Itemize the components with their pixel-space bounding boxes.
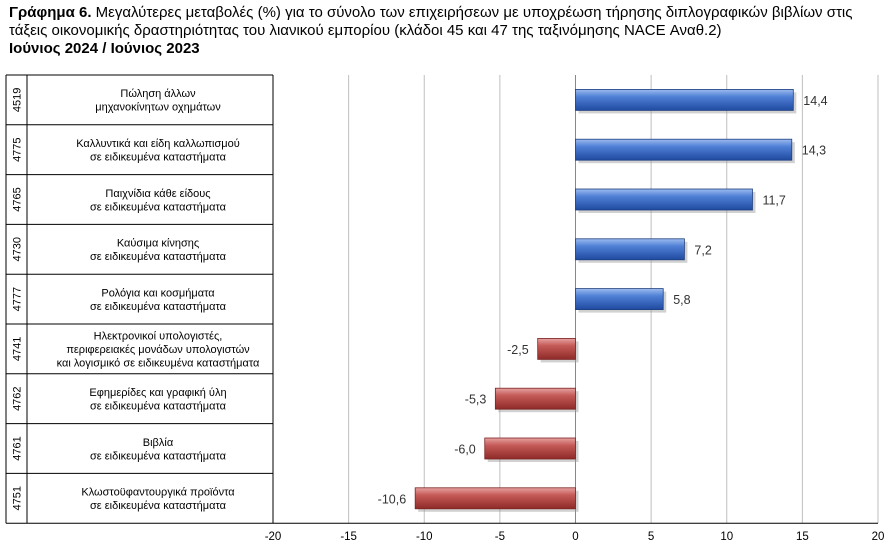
category-label: σε ειδικευμένα καταστήματα	[90, 500, 227, 512]
category-label: σε ειδικευμένα καταστήματα	[90, 450, 227, 462]
data-label: 11,7	[762, 194, 785, 208]
data-label: -6,0	[454, 443, 476, 457]
category-label: Παιχνίδια κάθε είδους	[105, 188, 210, 200]
chart-title-text: Μεγαλύτερες μεταβολές (%) για το σύνολο …	[9, 4, 853, 39]
category-label: σε ειδικευμένα καταστήματα	[90, 201, 227, 213]
chart-subtitle-period: Ιούνιος 2024 / Ιούνιος 2023	[9, 40, 200, 57]
data-label: -10,6	[378, 492, 407, 506]
data-label: 14,3	[802, 144, 826, 158]
x-tick-label: 5	[648, 531, 654, 543]
bar	[575, 288, 664, 311]
bar	[414, 487, 576, 510]
bar	[575, 188, 753, 211]
data-label: 14,4	[803, 94, 827, 108]
chart-title: Γράφημα 6. Μεγαλύτερες μεταβολές (%) για…	[9, 4, 889, 58]
category-code: 4777	[12, 287, 24, 311]
category-code: 4775	[12, 137, 24, 161]
category-label: Πώληση άλλων	[120, 88, 196, 100]
category-label: Ηλεκτρονικοί υπολογιστές,	[94, 330, 223, 342]
category-label: Κλωστοϋφαντουργικά προϊόντα	[81, 487, 235, 499]
category-label: σε ειδικευμένα καταστήματα	[90, 400, 227, 412]
bar	[575, 138, 793, 161]
category-label: σε ειδικευμένα καταστήματα	[90, 301, 227, 313]
category-code: 4761	[12, 436, 24, 460]
bar	[484, 437, 576, 460]
category-code: 4741	[12, 337, 24, 361]
bar	[575, 238, 685, 261]
category-label: και λογισμικό σε ειδικευμένα καταστήματα	[57, 357, 260, 369]
bar	[537, 337, 576, 360]
category-code: 4751	[12, 486, 24, 510]
data-label: 7,2	[694, 243, 711, 257]
category-label: Καλλυντικά και είδη καλλωπισμού	[76, 138, 240, 150]
category-label: Βιβλία	[143, 437, 174, 449]
bar	[494, 387, 576, 410]
category-label: σε ειδικευμένα καταστήματα	[90, 251, 227, 263]
x-tick-label: 0	[572, 531, 578, 543]
category-label: Εφημερίδες και γραφική ύλη	[89, 387, 226, 399]
x-tick-label: -20	[265, 531, 282, 543]
data-label: -2,5	[507, 343, 529, 357]
x-tick-label: 15	[796, 531, 809, 543]
category-code: 4765	[12, 187, 24, 211]
chart-title-prefix: Γράφημα 6.	[9, 4, 92, 21]
category-code: 4762	[12, 386, 24, 410]
x-tick-label: -5	[495, 531, 505, 543]
data-label: 5,8	[673, 293, 690, 307]
x-tick-label: -15	[340, 531, 357, 543]
x-tick-label: 20	[872, 531, 885, 543]
category-label: περιφερειακές μονάδων υπολογιστών	[66, 344, 250, 356]
x-tick-label: 10	[720, 531, 733, 543]
data-label: -5,3	[465, 393, 487, 407]
category-label: Ρολόγια και κοσμήματα	[101, 287, 215, 299]
category-label: σε ειδικευμένα καταστήματα	[90, 151, 227, 163]
bar	[575, 89, 794, 111]
category-label: μηχανοκίνητων οχημάτων	[95, 102, 221, 114]
x-tick-label: -10	[416, 531, 433, 543]
category-label: Καύσιμα κίνησης	[117, 238, 199, 250]
category-code: 4519	[12, 88, 24, 112]
category-code: 4730	[12, 237, 24, 261]
